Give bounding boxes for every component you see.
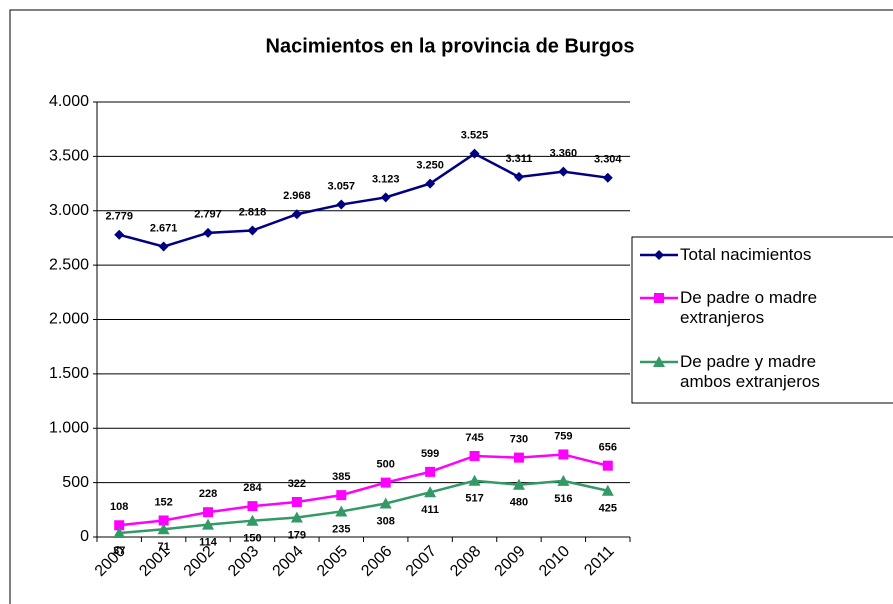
data-label: 71: [158, 541, 170, 553]
y-tick-label: 3.000: [49, 202, 89, 219]
data-label: 745: [465, 432, 483, 444]
marker: [203, 507, 214, 518]
y-tick-label: 4.000: [49, 93, 89, 110]
data-label: 114: [199, 537, 218, 549]
data-label: 3.057: [328, 180, 356, 192]
marker: [653, 356, 665, 367]
marker: [336, 199, 347, 210]
marker: [469, 450, 480, 461]
marker: [291, 496, 302, 507]
marker: [114, 520, 125, 531]
y-tick-label: 1.500: [49, 365, 89, 382]
data-label: 517: [465, 493, 483, 505]
data-label: 385: [332, 471, 350, 483]
data-label: 108: [110, 501, 128, 513]
legend-label: De padre y madre ambos extranjeros: [680, 352, 820, 391]
marker: [558, 449, 569, 460]
marker: [158, 241, 169, 252]
marker: [202, 518, 215, 530]
data-label: 308: [377, 515, 395, 527]
data-label: 322: [288, 478, 306, 490]
marker: [601, 484, 614, 496]
marker: [654, 250, 664, 260]
marker: [380, 192, 391, 203]
marker: [114, 229, 125, 240]
data-label: 480: [510, 497, 528, 509]
marker: [335, 505, 348, 517]
series-line: [119, 453, 609, 527]
marker: [424, 486, 437, 498]
marker: [513, 452, 524, 463]
data-label: 3.360: [550, 148, 578, 160]
data-label: 759: [554, 430, 572, 442]
legend-label: De padre o madre extranjeros: [680, 288, 818, 327]
series-line: [119, 479, 609, 535]
series-line: [118, 152, 608, 248]
legend-box: [631, 236, 893, 404]
data-label: 2.818: [239, 206, 267, 218]
y-tick-label: 3.500: [49, 148, 89, 165]
data-label: 599: [421, 448, 439, 460]
marker: [291, 209, 302, 220]
y-tick-label: 2.500: [49, 256, 89, 273]
data-label: 152: [154, 496, 172, 508]
y-tick-label: 0: [80, 528, 89, 545]
data-label: 2.968: [283, 190, 311, 202]
marker: [157, 523, 170, 535]
marker: [336, 490, 347, 501]
data-label: 3.525: [461, 130, 489, 142]
data-label: 2.797: [194, 209, 222, 221]
data-label: 2.779: [105, 211, 133, 223]
marker: [654, 293, 664, 303]
marker: [158, 515, 169, 526]
y-tick-label: 2.000: [49, 311, 89, 328]
marker: [558, 166, 569, 177]
marker: [425, 178, 436, 189]
data-label: 284: [243, 482, 262, 494]
data-label: 656: [599, 442, 617, 454]
data-label: 3.123: [372, 173, 400, 185]
data-label: 2.671: [150, 222, 178, 234]
chart-title: Nacimientos en la provincia de Burgos: [266, 35, 635, 57]
marker: [290, 511, 303, 523]
data-label: 425: [599, 503, 617, 515]
marker: [557, 474, 570, 486]
marker: [513, 171, 524, 182]
marker: [247, 225, 258, 236]
data-label: 730: [510, 434, 528, 446]
data-label: 235: [332, 523, 350, 535]
marker: [602, 172, 613, 183]
marker: [247, 501, 258, 512]
marker: [602, 460, 613, 471]
marker: [468, 474, 481, 486]
legend-label: Total nacimientos: [680, 245, 812, 264]
data-label: 411: [421, 504, 439, 516]
marker: [203, 227, 214, 238]
marker: [469, 148, 480, 159]
data-label: 516: [554, 493, 572, 505]
y-tick-label: 500: [62, 474, 89, 491]
data-label: 179: [288, 529, 306, 541]
y-tick-label: 1.000: [49, 419, 89, 436]
data-label: 3.250: [416, 159, 444, 171]
data-label: 228: [199, 488, 217, 500]
marker: [379, 497, 392, 509]
data-label: 500: [377, 459, 395, 471]
marker: [512, 478, 525, 490]
data-label: 3.304: [594, 154, 622, 166]
data-label: 150: [243, 533, 261, 545]
data-label: 37: [113, 545, 125, 557]
marker: [380, 477, 391, 488]
marker: [425, 466, 436, 477]
marker: [113, 526, 126, 538]
data-label: 3.311: [505, 153, 532, 165]
marker: [246, 514, 259, 526]
